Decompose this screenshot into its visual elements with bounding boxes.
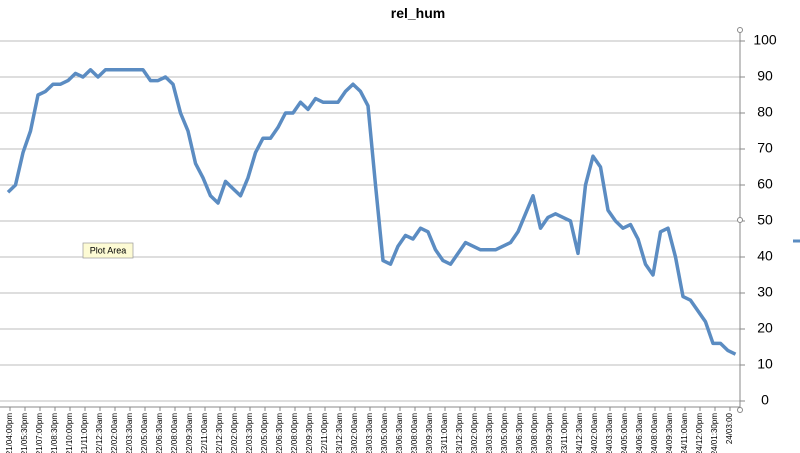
selection-handle <box>737 217 743 223</box>
x-tick-label: 22/06:30am <box>155 413 164 453</box>
x-tick-label: 22/03:30pm <box>245 413 254 453</box>
x-tick-label: 23/11:00am <box>440 413 449 453</box>
x-tick-label: 23/06:30pm <box>515 413 524 453</box>
tooltip-text: Plot Area <box>90 245 127 255</box>
x-tick-label: 22/11:00am <box>200 413 209 453</box>
x-tick-label: 23/02:00am <box>350 413 359 453</box>
x-tick-label: 23/12:30pm <box>455 413 464 453</box>
y-tick-label: 0 <box>761 392 769 408</box>
x-tick-label: 23/03:30am <box>365 413 374 453</box>
x-tick-label: 24/01:30pm <box>710 413 719 453</box>
x-tick-label: 24/03:00 <box>725 412 734 444</box>
x-tick-label: 21/07:00pm <box>35 413 44 453</box>
x-tick-label: 23/08:00pm <box>530 413 539 453</box>
y-tick-label: 40 <box>757 248 773 264</box>
y-tick-label: 80 <box>757 104 773 120</box>
x-tick-label: 23/03:30pm <box>485 413 494 453</box>
x-tick-label: 24/11:00am <box>680 413 689 453</box>
x-tick-label: 21/04:00pm <box>5 413 14 453</box>
tooltip: Plot Area <box>82 242 134 259</box>
x-tick-label: 24/12:30am <box>575 413 584 453</box>
x-tick-label: 24/09:30am <box>665 413 674 453</box>
x-tick-label: 21/05:30pm <box>20 413 29 453</box>
x-tick-label: 24/06:30am <box>635 413 644 453</box>
x-tick-label: 22/02:00pm <box>230 413 239 453</box>
selection-handle <box>737 27 743 33</box>
x-tick-label: 23/12:30am <box>335 413 344 453</box>
x-tick-label: 22/05:00pm <box>260 413 269 453</box>
x-tick-label: 24/12:00pm <box>695 413 704 453</box>
x-tick-label: 23/08:00am <box>410 413 419 453</box>
x-tick-label: 23/05:00am <box>380 413 389 453</box>
chart-title: rel_hum <box>391 5 445 21</box>
x-tick-label: 22/05:00am <box>140 413 149 453</box>
y-tick-label: 30 <box>757 284 773 300</box>
y-tick-label: 20 <box>757 320 773 336</box>
y-tick-label: 50 <box>757 212 773 228</box>
selection-handle <box>737 407 743 413</box>
x-tick-label: 23/09:30pm <box>545 413 554 453</box>
x-tick-label: 24/08:00am <box>650 413 659 453</box>
x-tick-label: 24/02:00am <box>590 413 599 453</box>
x-tick-label: 22/03:30am <box>125 413 134 453</box>
x-tick-label: 22/08:00pm <box>290 413 299 453</box>
x-tick-label: 21/11:00pm <box>80 413 89 453</box>
x-tick-label: 22/08:00am <box>170 413 179 453</box>
y-tick-label: 90 <box>757 68 773 84</box>
x-tick-label: 23/11:00pm <box>560 413 569 453</box>
x-tick-label: 22/12:30pm <box>215 413 224 453</box>
y-tick-label: 100 <box>753 32 777 48</box>
x-tick-label: 22/11:00pm <box>320 413 329 453</box>
tooltip-box <box>82 242 134 259</box>
x-tick-label: 24/03:30am <box>605 413 614 453</box>
x-tick-label: 23/05:00pm <box>500 413 509 453</box>
x-tick-label: 22/12:30am <box>95 413 104 453</box>
x-tick-label: 22/09:30pm <box>305 413 314 453</box>
x-tick-label: 21/10:00pm <box>65 413 74 453</box>
x-tick-label: 22/02:00am <box>110 413 119 453</box>
x-tick-label: 22/06:30pm <box>275 413 284 453</box>
line-series <box>6 68 737 356</box>
y-tick-label: 10 <box>757 356 773 372</box>
x-tick-label: 22/09:30am <box>185 413 194 453</box>
x-tick-label: 23/02:00pm <box>470 413 479 453</box>
y-tick-label: 60 <box>757 176 773 192</box>
x-tick-label: 24/05:00am <box>620 413 629 453</box>
x-tick-label: 21/08:30pm <box>50 413 59 453</box>
x-tick-label: 23/09:30am <box>425 413 434 453</box>
x-tick-label: 23/06:30am <box>395 413 404 453</box>
y-tick-label: 70 <box>757 140 773 156</box>
